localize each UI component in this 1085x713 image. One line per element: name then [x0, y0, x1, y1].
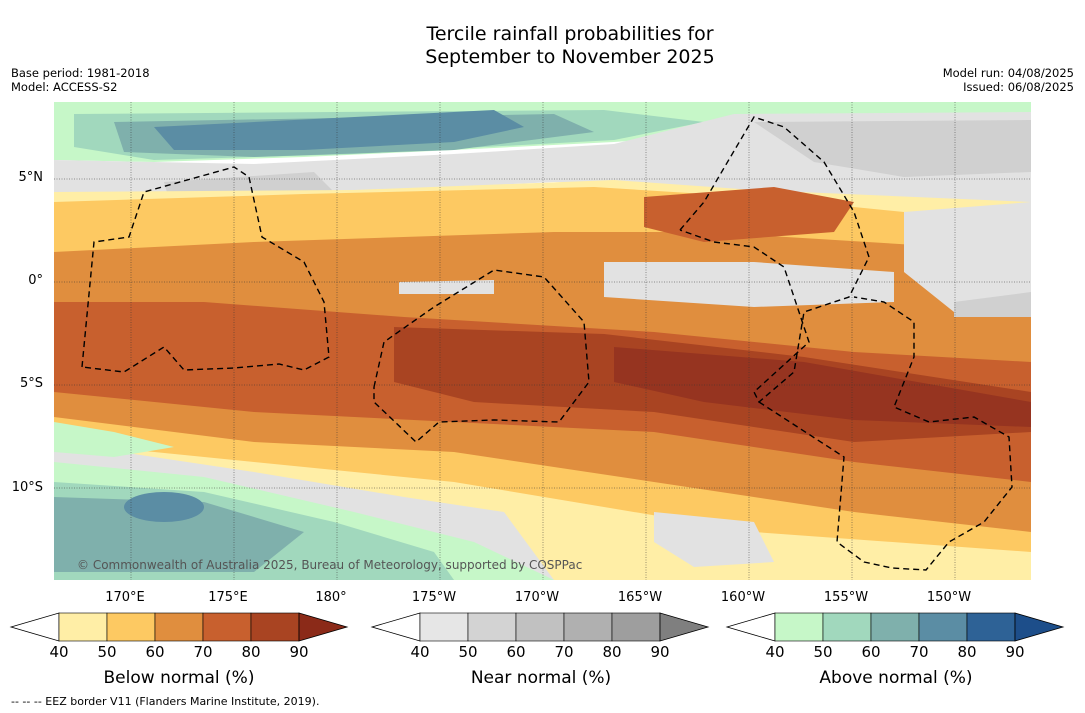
map-panel [54, 102, 1031, 580]
colorbar-tick: 50 [458, 643, 478, 661]
colorbar-segment [870, 612, 920, 642]
colorbar-tick: 90 [650, 643, 670, 661]
colorbar-tick: 40 [49, 643, 69, 661]
base-period: Base period: 1981-2018 [11, 66, 150, 80]
colorbar-segment [822, 612, 872, 642]
region-near-50-southeast [654, 512, 774, 567]
colorbar-tick: 70 [909, 643, 929, 661]
region-near-50-east [904, 202, 1031, 317]
colorbar-tick: 60 [145, 643, 165, 661]
colorbar-segment [966, 612, 1016, 642]
title-line-1: Tercile rainfall probabilities for [426, 23, 714, 45]
colorbar-segment [154, 612, 204, 642]
region-above-50-west [54, 422, 174, 457]
colorbar-segment [106, 612, 156, 642]
colorbar-tick: 70 [554, 643, 574, 661]
lon-label-170e: 170°E [105, 590, 145, 605]
region-above-80-north [154, 110, 524, 150]
issued-date: Issued: 06/08/2025 [963, 80, 1074, 94]
lon-label-165w: 165°W [617, 590, 663, 605]
lon-label-155w: 155°W [823, 590, 869, 605]
colorbar-tick: 50 [97, 643, 117, 661]
colorbar-min-arrow [725, 612, 776, 642]
colorbar-tick: 90 [289, 643, 309, 661]
colorbar-tick: 40 [410, 643, 430, 661]
colorbar-segment [58, 612, 108, 642]
colorbar-min-arrow [9, 612, 60, 642]
colorbar-max-arrow [298, 612, 349, 642]
rainfall-map [54, 102, 1031, 580]
colorbar-tick: 40 [765, 643, 785, 661]
colorbar-near-normal [370, 612, 710, 642]
colorbar-tick: 80 [602, 643, 622, 661]
colorbar-segment [250, 612, 300, 642]
eez-border-line-islands [679, 116, 870, 404]
colorbar-tick: 90 [1005, 643, 1025, 661]
colorbar-tick: 80 [957, 643, 977, 661]
colorbar-above-normal [725, 612, 1065, 642]
colorbar-tick: 50 [813, 643, 833, 661]
region-below-95 [614, 347, 1031, 427]
colorbar-segment [515, 612, 565, 642]
colorbar-segment [467, 612, 517, 642]
lat-label-5s: 5°S [19, 376, 43, 391]
colorbar-segment [419, 612, 469, 642]
model-name: Model: ACCESS-S2 [11, 80, 118, 94]
eez-border-cook [758, 296, 1013, 571]
lon-label-175e: 175°E [208, 590, 248, 605]
colorbar-max-arrow [1014, 612, 1065, 642]
colorbar-segment [202, 612, 252, 642]
lon-label-160w: 160°W [720, 590, 766, 605]
region-near-60-east [954, 292, 1031, 317]
region-above-70-south [54, 497, 304, 572]
region-near-60-north [754, 120, 1031, 177]
title-line-2: September to November 2025 [425, 46, 715, 68]
eez-footnote: -- -- -- EEZ border V11 (Flanders Marine… [11, 695, 320, 708]
lon-label-150w: 150°W [926, 590, 972, 605]
region-near-50-island [399, 280, 494, 294]
eez-border-tuvalu [81, 166, 330, 373]
colorbar-label-near: Near normal (%) [470, 668, 612, 688]
lon-label-175w: 175°W [411, 590, 457, 605]
lon-label-180: 180° [315, 590, 347, 605]
colorbar-min-arrow [370, 612, 421, 642]
colorbar-tick: 70 [193, 643, 213, 661]
meta-left: Base period: 1981-2018 Model: ACCESS-S2 [11, 66, 150, 94]
colorbar-label-above: Above normal (%) [819, 668, 973, 688]
colorbar-tick: 60 [861, 643, 881, 661]
region-above-80-south [124, 492, 204, 522]
colorbar-label-below: Below normal (%) [103, 668, 255, 688]
colorbar-tick: 80 [241, 643, 261, 661]
colorbar-segment [774, 612, 824, 642]
colorbars [9, 612, 1065, 642]
colorbar-segment [563, 612, 613, 642]
copyright-note: © Commonwealth of Australia 2025, Bureau… [77, 558, 583, 572]
model-run: Model run: 04/08/2025 [942, 66, 1074, 80]
colorbar-max-arrow [659, 612, 710, 642]
lat-label-0: 0° [28, 273, 43, 288]
lon-label-170w: 170°W [514, 590, 560, 605]
lat-label-10s: 10°S [11, 480, 43, 495]
colorbar-segment [918, 612, 968, 642]
colorbar-tick: 60 [506, 643, 526, 661]
colorbar-below-normal [9, 612, 349, 642]
meta-right: Model run: 04/08/2025 Issued: 06/08/2025 [943, 66, 1074, 94]
colorbar-segment [611, 612, 661, 642]
lat-label-5n: 5°N [18, 170, 44, 185]
